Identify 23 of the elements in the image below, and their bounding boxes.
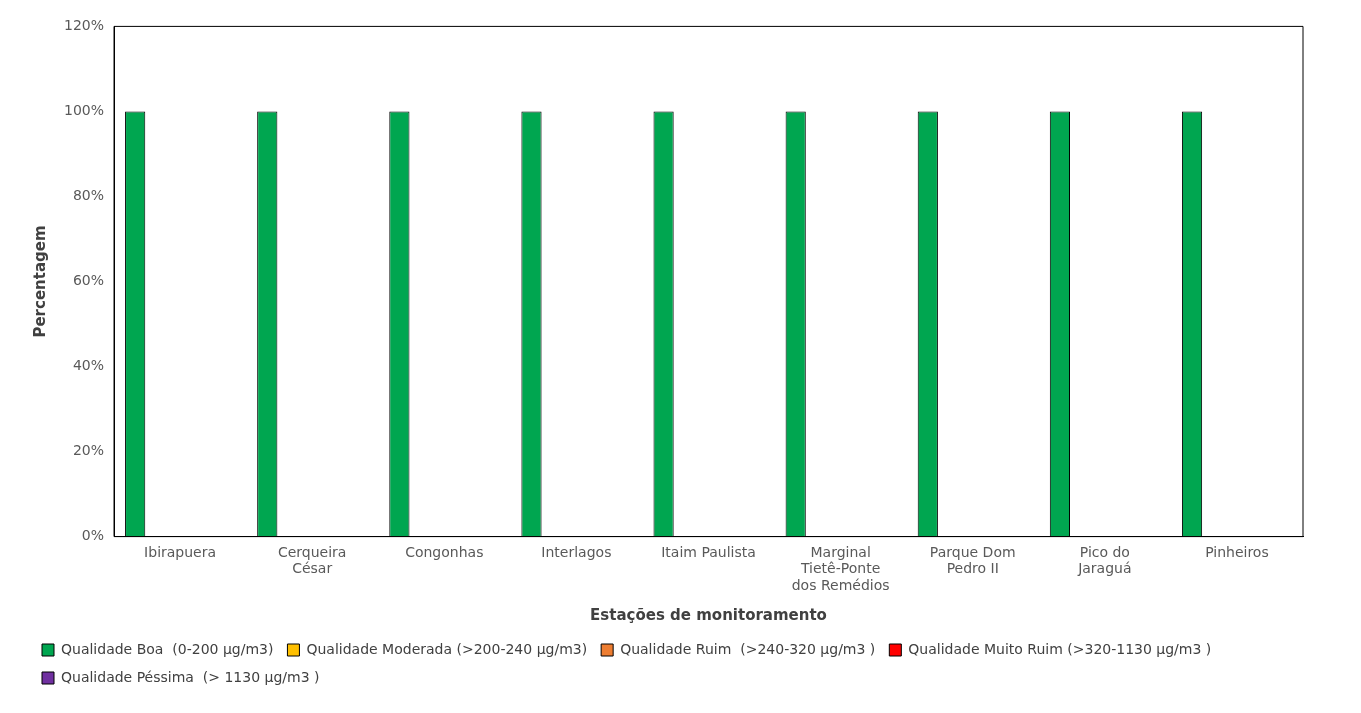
y-tick-label: 100% (63, 102, 105, 119)
legend-label: Qualidade Péssima (> 1130 μg/m3 ) (61, 668, 320, 685)
y-axis-title: Percentagem (30, 225, 49, 338)
y-tick-label: 20% (72, 442, 105, 459)
x-tick-label: Ibirapuera (144, 543, 217, 560)
y-tick-label: 120% (63, 17, 105, 34)
y-tick-label: 80% (72, 187, 105, 204)
x-tick-label: Congonhas (405, 543, 484, 560)
legend-label: Qualidade Moderada (>200-240 μg/m3) (306, 640, 588, 657)
y-tick-label: 60% (72, 272, 105, 289)
legend-label: Qualidade Boa (0-200 μg/m3) (61, 640, 274, 657)
x-tick-label: Pinheiros (1205, 543, 1269, 560)
x-tick-label: Marginal Tietê-Ponte dos Remédios (791, 543, 890, 594)
y-tick-label: 40% (72, 357, 105, 374)
legend-label: Qualidade Ruim (>240-320 μg/m3 ) (620, 640, 876, 657)
legend-label: Qualidade Muito Ruim (>320-1130 μg/m3 ) (908, 640, 1212, 657)
x-axis-title: Estações de monitoramento (590, 605, 827, 624)
x-tick-label: Pico do Jaraguá (1077, 543, 1132, 577)
y-tick-label: 0% (81, 527, 105, 544)
x-tick-label: Itaim Paulista (661, 543, 756, 560)
x-tick-label: Parque Dom Pedro II (929, 543, 1016, 577)
x-tick-label: Interlagos (541, 543, 612, 560)
x-tick-label: Cerqueira César (277, 543, 347, 577)
